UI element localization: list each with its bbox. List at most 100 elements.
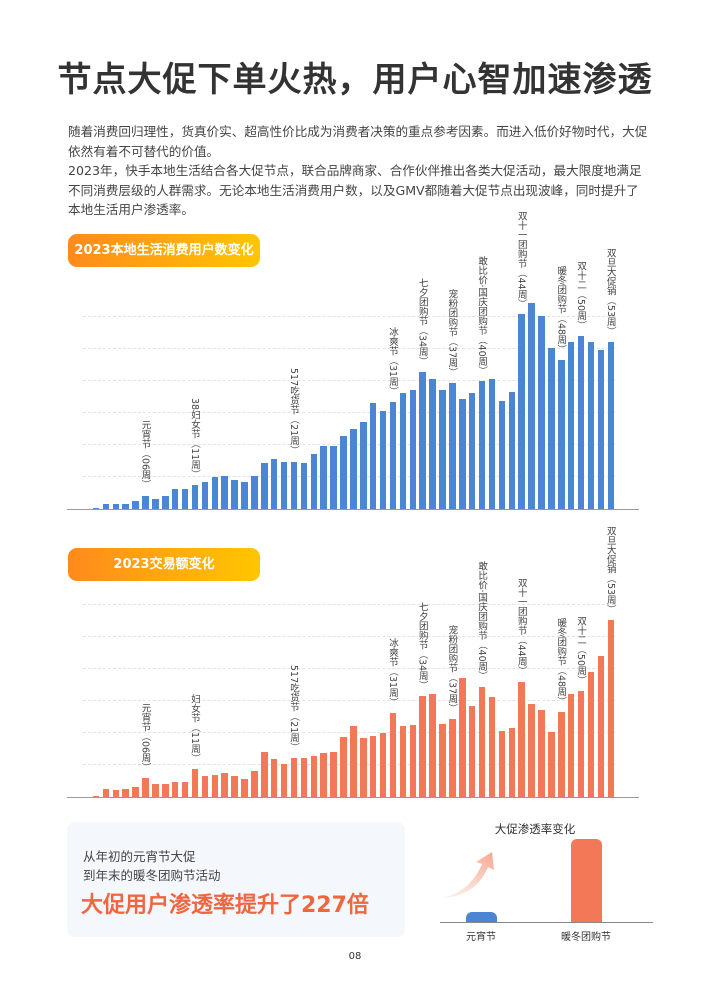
- annotation-label: 双十二（50周）: [575, 261, 587, 331]
- bar-week-42: [498, 731, 506, 797]
- bar-week-5: [132, 500, 139, 509]
- callout-line2: 到年末的暖冬团购节活动: [83, 868, 221, 883]
- bar-week-17: [251, 771, 258, 797]
- bar-week-19: [270, 459, 278, 509]
- gmv-bar-chart: 元宵节（06周） 妇女节（11周） 517吃货节（21周） 冰爽节（31周） 七夕团购节…: [0, 526, 710, 798]
- x-axis: [67, 509, 639, 510]
- bar-week-36: [439, 390, 446, 509]
- bar-week-49: [567, 342, 575, 509]
- annotation-label: 517吃货节（21周）: [288, 368, 299, 456]
- bar-week-40: [478, 381, 486, 509]
- gridline: [83, 636, 615, 637]
- gridline: [83, 604, 615, 605]
- bar-week-35: [429, 693, 436, 797]
- bar-week-42: [498, 401, 506, 509]
- category-label: 暖冬团购节: [561, 932, 611, 943]
- bar-week-37: [449, 718, 456, 797]
- bar-week-39: [468, 705, 476, 797]
- annotation-label: 517吃货节（21周）: [288, 665, 299, 753]
- bar-week-29: [369, 403, 377, 509]
- bar-week-34: [419, 372, 426, 509]
- page-title: 节点大促下单火热，用户心智加速渗透: [57, 60, 653, 100]
- bar-week-30: [379, 411, 387, 509]
- bar-week-38: [459, 678, 466, 797]
- bar-week-47: [548, 347, 555, 509]
- annotation-label: 双十二（50周）: [575, 616, 587, 686]
- bar-week-21: [290, 758, 298, 797]
- bar-week-31: [389, 713, 397, 797]
- bar-week-14: [221, 773, 228, 797]
- annotation-label: 元宵节（06周）: [139, 703, 151, 773]
- bar-week-26: [340, 435, 347, 509]
- bar-week-23: [310, 756, 318, 797]
- annotation-label: 双十一团购节（44周）: [515, 210, 527, 309]
- gridline: [83, 764, 615, 765]
- bar-nuandong: [571, 839, 602, 922]
- bar-week-48: [558, 359, 565, 509]
- bar-week-2: [102, 503, 110, 509]
- bar-week-9: [171, 781, 179, 797]
- bar-week-32: [399, 393, 407, 509]
- callout-headline: 大促用户渗透率提升了227倍: [81, 893, 369, 918]
- bar-week-43: [508, 728, 516, 797]
- bar-week-50: [577, 336, 585, 509]
- bar-week-5: [132, 787, 139, 797]
- annotation-label: 七夕团购节（34周）: [416, 602, 428, 691]
- chart-title-gmv: 2023交易额变化: [68, 548, 260, 581]
- bar-week-28: [360, 738, 367, 797]
- bar-week-16: [241, 779, 248, 797]
- bar-yuanxiao: [466, 912, 497, 922]
- annotation-label: 冰爽节（31周）: [387, 326, 398, 396]
- bar-week-4: [122, 504, 129, 509]
- bar-week-22: [300, 758, 308, 797]
- bar-week-7: [152, 783, 159, 797]
- intro-paragraph: 2023年，快手本地生活结合各大促节点，联合品牌商家、合作伙伴推出各类大促活动，…: [68, 163, 642, 217]
- annotation-label: 暖冬团购节（48周）: [555, 265, 567, 354]
- gridline: [83, 412, 615, 413]
- bar-week-22: [300, 463, 308, 509]
- bar-week-16: [241, 482, 248, 509]
- intro-text: 随着消费回归理性，货真价实、超高性价比成为消费者决策的重点参考因素。而进入低价好…: [68, 122, 648, 220]
- bar-week-46: [538, 316, 545, 509]
- bar-week-28: [360, 421, 367, 509]
- bar-week-10: [181, 489, 189, 509]
- bar-week-18: [261, 751, 268, 797]
- annotation-label: 宠粉团购节（37周）: [446, 624, 458, 713]
- bar-week-15: [231, 775, 238, 797]
- bar-week-8: [162, 495, 169, 509]
- bar-week-3: [112, 504, 120, 509]
- users-bar-chart: 元宵节（06周） 38妇女节（11周） 517吃货节（21周） 冰爽节（31周） 七夕团…: [0, 211, 710, 510]
- bar-week-26: [340, 737, 347, 797]
- annotation-label: 暖冬团购节（48周）: [555, 618, 567, 707]
- gridline: [83, 668, 615, 669]
- bar-week-31: [389, 401, 397, 509]
- bar-week-27: [350, 429, 357, 509]
- bar-week-8: [162, 783, 169, 797]
- bar-week-1: [92, 508, 100, 509]
- callout-box: 从年初的元宵节大促 到年末的暖冬团购节活动 大促用户渗透率提升了227倍: [67, 822, 405, 937]
- bar-week-52: [597, 349, 605, 509]
- annotation-label: 七夕团购节（34周）: [416, 277, 428, 367]
- gridline: [83, 316, 615, 317]
- bar-week-15: [231, 479, 238, 509]
- bar-week-18: [261, 463, 268, 509]
- bar-week-4: [122, 789, 129, 797]
- annotation-label: 38妇女节（11周）: [189, 398, 200, 480]
- penetration-axis: [440, 922, 653, 923]
- growth-arrow-icon: [442, 852, 494, 898]
- bar-week-11: [191, 485, 199, 509]
- bar-week-9: [171, 488, 179, 509]
- bar-week-17: [251, 475, 258, 509]
- bar-week-27: [350, 725, 357, 797]
- bar-week-41: [488, 696, 496, 797]
- x-axis: [67, 797, 639, 798]
- bar-week-13: [211, 775, 219, 797]
- bar-week-41: [488, 379, 496, 509]
- bar-week-36: [439, 724, 446, 797]
- bar-week-3: [112, 789, 120, 797]
- page-number: 08: [348, 951, 362, 962]
- bar-week-30: [379, 733, 387, 797]
- bar-week-32: [399, 725, 407, 797]
- gridline: [83, 476, 615, 477]
- bar-week-14: [221, 476, 228, 509]
